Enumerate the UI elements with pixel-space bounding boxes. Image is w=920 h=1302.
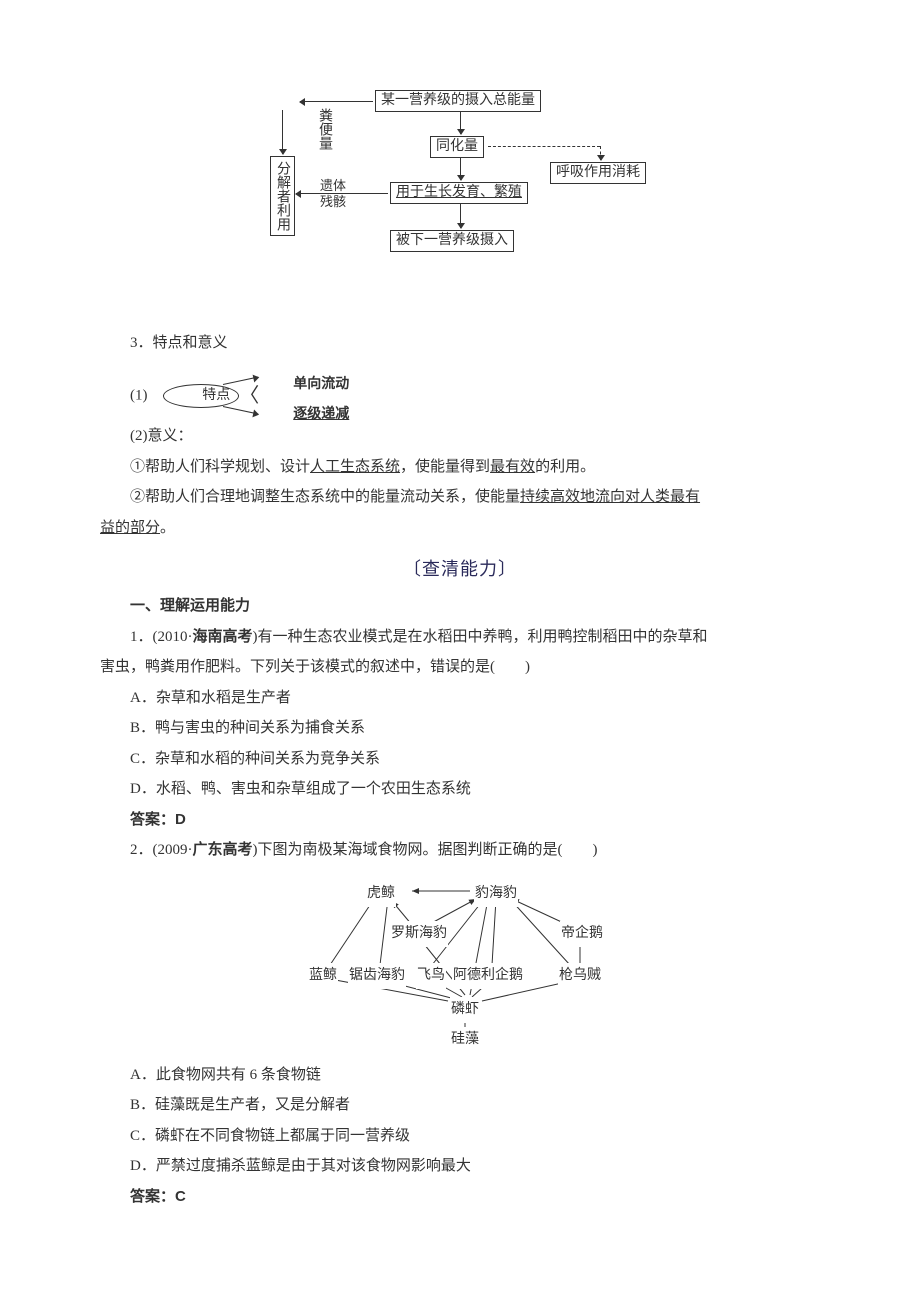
para-21: ①帮助人们科学规划、设计人工生态系统，使能量得到最有效的利用。 — [100, 453, 820, 482]
node-squid: 枪乌贼 — [558, 963, 602, 990]
q2-option-a: A．此食物网共有 6 条食物链 — [100, 1061, 820, 1090]
underline-text: 益的部分 — [100, 520, 160, 536]
node-crabeater: 锯齿海豹 — [348, 963, 406, 990]
underline-text: 持续高效地流向对人类最有 — [520, 489, 700, 505]
label-remains-2: 残骸 — [320, 194, 346, 209]
t: ①帮助人们科学规划、设计 — [130, 459, 310, 475]
q2-option-b: B．硅藻既是生产者，又是分解者 — [100, 1091, 820, 1120]
node-emperor: 帝企鹅 — [560, 921, 604, 948]
box-respiration: 呼吸作用消耗 — [550, 162, 646, 184]
energy-flow-diagram-wrap: 某一营养级的摄入总能量 同化量 粪便量 分解者利用 用于生长发育、繁殖 呼吸作用… — [100, 90, 820, 311]
arrow-icon — [282, 110, 283, 154]
t: ②帮助人们合理地调整生态系统中的能量流动关系，使能量 — [130, 489, 520, 505]
page: 某一营养级的摄入总能量 同化量 粪便量 分解者利用 用于生长发育、繁殖 呼吸作用… — [0, 0, 920, 1293]
q1-option-a: A．杂草和水稻是生产者 — [100, 684, 820, 713]
t: )有一种生态农业模式是在水稻田中养鸭，利用鸭控制稻田中的杂草和 — [253, 629, 708, 645]
label-feces: 粪便量 — [316, 108, 332, 150]
q1-option-b: B．鸭与害虫的种间关系为捕食关系 — [100, 714, 820, 743]
q2-option-d: D．严禁过度捕杀蓝鲸是由于其对该食物网影响最大 — [100, 1152, 820, 1181]
dash-line — [488, 146, 600, 147]
label-1: (1) — [130, 387, 148, 403]
para-22-line1: ②帮助人们合理地调整生态系统中的能量流动关系，使能量持续高效地流向对人类最有 — [100, 483, 820, 512]
arrow-icon — [300, 101, 373, 102]
q2-stem: 2．(2009·广东高考)下图为南极某海域食物网。据图判断正确的是( ) — [100, 836, 820, 865]
underline-text: 人工生态系统 — [310, 459, 400, 475]
q1-stem-line1: 1．(2010·海南高考)有一种生态农业模式是在水稻田中养鸭，利用鸭控制稻田中的… — [100, 623, 820, 652]
food-web-lines — [270, 871, 650, 1051]
q1-option-d: D．水稻、鸭、害虫和杂草组成了一个农田生态系统 — [100, 775, 820, 804]
node-krill: 磷虾 — [450, 997, 480, 1024]
point-2: (2)意义： — [100, 422, 820, 451]
feature-b: 逐级递减 — [263, 400, 349, 427]
feature-a: 单向流动 — [263, 370, 349, 397]
arrow-icon — [460, 158, 461, 180]
t: 的利用。 — [535, 459, 595, 475]
box-intake: 某一营养级的摄入总能量 — [375, 90, 541, 112]
t: )下图为南极某海域食物网。据图判断正确的是( ) — [253, 842, 598, 858]
node-bird: 飞鸟 — [416, 963, 446, 990]
section-3-title: 3．特点和意义 — [100, 329, 820, 358]
t: 1．(2010· — [130, 629, 193, 645]
node-leopard-seal: 豹海豹 — [474, 881, 518, 908]
label-remains-1: 遗体 — [320, 178, 346, 193]
node-diatom: 硅藻 — [450, 1027, 480, 1054]
t: ，使能量得到 — [400, 459, 490, 475]
q2-option-c: C．磷虾在不同食物链上都属于同一营养级 — [100, 1122, 820, 1151]
node-adelie: 阿德利企鹅 — [452, 963, 524, 990]
ability-title: 〔查清能力〕 — [100, 552, 820, 586]
point-1: (1) 特点 〈 单向流动 逐级递减 — [100, 372, 820, 420]
box-decomposer: 分解者利用 — [270, 156, 295, 236]
energy-flow-diagram: 某一营养级的摄入总能量 同化量 粪便量 分解者利用 用于生长发育、繁殖 呼吸作用… — [260, 90, 660, 300]
node-orca: 虎鲸 — [366, 881, 396, 908]
feature-mini-diagram: 特点 〈 单向流动 逐级递减 — [151, 372, 371, 420]
q1-answer: 答案：D — [100, 806, 820, 835]
box-next-level: 被下一营养级摄入 — [390, 230, 514, 252]
box-assimilated: 同化量 — [430, 136, 484, 158]
underline-text: 最有效 — [490, 459, 535, 475]
q1-option-c: C．杂草和水稻的种间关系为竞争关系 — [100, 745, 820, 774]
t: 2．(2009· — [130, 842, 193, 858]
exam-source: 广东高考 — [193, 841, 253, 858]
node-blue-whale: 蓝鲸 — [308, 963, 338, 990]
dash-arrow-icon — [600, 146, 601, 160]
para-22-line2: 益的部分。 — [100, 514, 820, 543]
node-ross-seal: 罗斯海豹 — [390, 921, 448, 948]
arrow-icon — [460, 204, 461, 228]
exam-source: 海南高考 — [193, 628, 253, 645]
box-growth: 用于生长发育、繁殖 — [390, 182, 528, 204]
q2-answer: 答案：C — [100, 1183, 820, 1212]
food-web-diagram: 虎鲸 豹海豹 罗斯海豹 帝企鹅 蓝鲸 锯齿海豹 飞鸟 阿德利企鹅 枪乌贼 磷虾 … — [270, 871, 650, 1051]
q1-stem-line2: 害虫，鸭粪用作肥料。下列关于该模式的叙述中，错误的是( ) — [100, 653, 820, 682]
heading-1: 一、理解运用能力 — [100, 592, 820, 621]
arrow-icon — [460, 112, 461, 134]
t: 。 — [160, 520, 175, 536]
